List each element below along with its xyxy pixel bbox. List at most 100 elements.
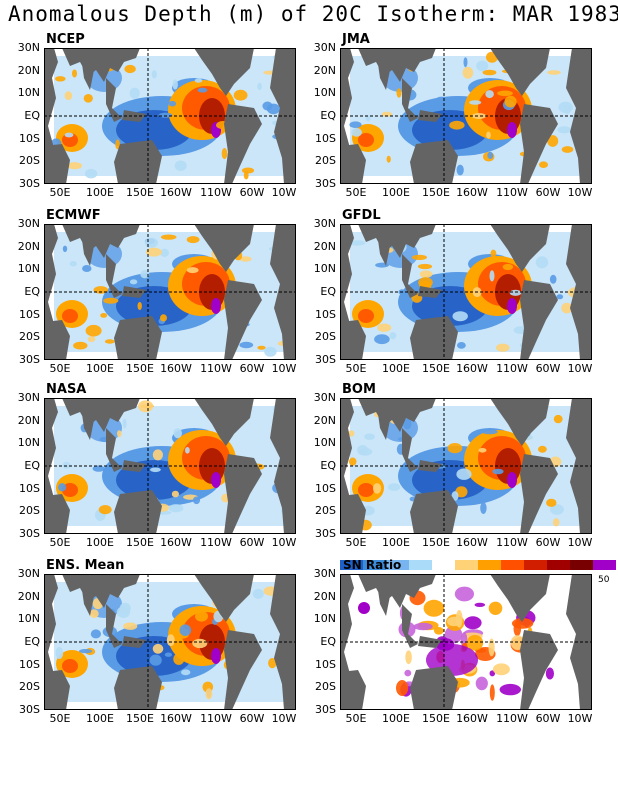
lon-tick-label: 110W (200, 362, 232, 375)
lon-tick-label: 100E (382, 536, 410, 549)
lon-tick-label: 100E (382, 362, 410, 375)
panel-label: ECMWF (46, 208, 101, 223)
lat-tick-label: 20N (313, 413, 336, 427)
lon-tick-label: 150E (422, 186, 450, 199)
lon-tick-label: 150E (422, 712, 450, 725)
lat-tick-label: 20S (315, 154, 336, 168)
lon-tick-label: 50E (49, 186, 71, 199)
lon-tick-label: 150E (422, 362, 450, 375)
lon-tick-label: 60W (535, 712, 561, 725)
legend-title: SN Ratio (343, 558, 402, 572)
panel-label: NCEP (46, 32, 85, 47)
lon-tick-label: 100E (86, 186, 114, 199)
lon-tick-label: 10W (567, 712, 593, 725)
lat-tick-label: 20S (19, 504, 40, 518)
lon-tick-label: 60W (535, 186, 561, 199)
map-panel (44, 398, 296, 534)
lat-tick-label: 20N (17, 413, 40, 427)
panel-label: GFDL (342, 208, 381, 223)
lat-tick-label: 10S (19, 131, 40, 145)
lon-tick-label: 10W (567, 362, 593, 375)
lon-tick-label: 60W (239, 362, 265, 375)
lat-tick-label: 30S (19, 527, 40, 540)
lon-tick-label: 50E (345, 712, 367, 725)
lon-tick-label: 110W (496, 362, 528, 375)
lon-tick-label: 100E (86, 536, 114, 549)
lon-tick-label: 10W (271, 712, 297, 725)
lon-tick-label: 10W (271, 536, 297, 549)
colorbar-swatch (570, 560, 593, 570)
lat-tick-label: 10S (19, 307, 40, 321)
lon-tick-label: 100E (382, 712, 410, 725)
lon-tick-label: 110W (496, 536, 528, 549)
lat-tick-label: 10S (19, 657, 40, 671)
lat-tick-label: 10N (17, 612, 40, 626)
lat-tick-label: 20S (19, 680, 40, 694)
lat-tick-label: 10S (315, 131, 336, 145)
lat-tick-label: 10N (17, 262, 40, 276)
lat-tick-label: 20N (17, 589, 40, 603)
lat-tick-label: 20N (313, 589, 336, 603)
lon-tick-label: 50E (345, 536, 367, 549)
lon-tick-label: 160W (456, 712, 488, 725)
map-panel (44, 574, 296, 710)
lat-tick-label: EQ (24, 285, 40, 298)
lon-tick-label: 50E (49, 362, 71, 375)
anomaly-map (340, 48, 592, 184)
lat-tick-label: 10N (313, 436, 336, 450)
lat-tick-label: 30N (313, 567, 336, 580)
lat-tick-label: 30S (315, 527, 336, 540)
colorbar-swatch (340, 560, 363, 570)
colorbar-swatch (547, 560, 570, 570)
lat-tick-label: 10S (19, 481, 40, 495)
lat-tick-label: EQ (24, 459, 40, 472)
colorbar-swatch (409, 560, 432, 570)
lat-tick-label: 30S (315, 703, 336, 716)
lat-tick-label: 30N (17, 391, 40, 404)
panel-label: NASA (46, 382, 87, 397)
colorbar-swatch (386, 560, 409, 570)
lon-tick-label: 110W (200, 536, 232, 549)
lat-tick-label: 30N (17, 567, 40, 580)
panel-label: JMA (342, 32, 370, 47)
lon-tick-label: 10W (567, 186, 593, 199)
lon-tick-label: 100E (86, 712, 114, 725)
lon-tick-label: 50E (345, 186, 367, 199)
lon-tick-label: 100E (86, 362, 114, 375)
lat-tick-label: 30N (17, 217, 40, 230)
lon-tick-label: 160W (160, 712, 192, 725)
lat-tick-label: EQ (320, 285, 336, 298)
lat-tick-label: 10S (315, 481, 336, 495)
colorbar-swatch (501, 560, 524, 570)
lon-tick-label: 160W (456, 186, 488, 199)
lon-tick-label: 110W (200, 186, 232, 199)
lat-tick-label: 30S (315, 353, 336, 366)
lat-tick-label: 30S (19, 703, 40, 716)
lat-tick-label: 30N (313, 41, 336, 54)
lon-tick-label: 60W (239, 186, 265, 199)
lat-tick-label: 30N (313, 391, 336, 404)
lon-tick-label: 50E (345, 362, 367, 375)
lat-tick-label: 20S (19, 154, 40, 168)
lat-tick-label: 30S (19, 353, 40, 366)
panel-label: ENS. Mean (46, 558, 125, 573)
anomaly-map (340, 574, 592, 710)
lat-tick-label: 20S (315, 330, 336, 344)
lat-tick-label: 10N (17, 436, 40, 450)
lon-tick-label: 160W (160, 536, 192, 549)
lat-tick-label: EQ (320, 635, 336, 648)
lon-tick-label: 10W (271, 362, 297, 375)
anomaly-map (44, 48, 296, 184)
lon-tick-label: 150E (126, 712, 154, 725)
colorbar-swatch (524, 560, 547, 570)
anomaly-map (44, 398, 296, 534)
colorbar-swatch (363, 560, 386, 570)
lon-tick-label: 10W (567, 536, 593, 549)
lat-tick-label: 20S (315, 504, 336, 518)
lon-tick-label: 60W (239, 712, 265, 725)
lat-tick-label: EQ (24, 109, 40, 122)
lat-tick-label: 10S (315, 657, 336, 671)
lat-tick-label: 20N (17, 239, 40, 253)
lat-tick-label: 20N (313, 63, 336, 77)
lon-tick-label: 150E (126, 536, 154, 549)
